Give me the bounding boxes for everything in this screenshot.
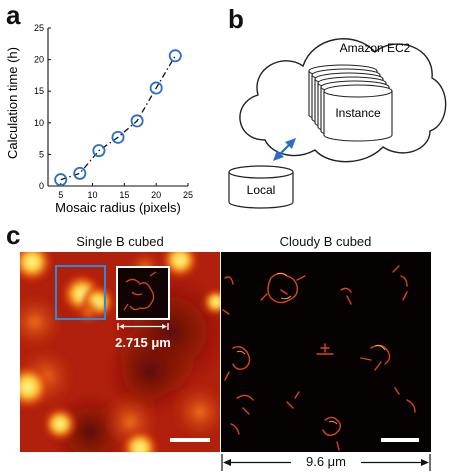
cloud-diagram: Amazon EC2 Instance Local — [228, 38, 447, 209]
x-tick-label: 5 — [58, 190, 63, 200]
inset-scale-arrow — [117, 323, 169, 330]
x-axis-label: Mosaic radius (pixels) — [55, 200, 181, 215]
local-label: Local — [247, 183, 276, 197]
right-scale-bar — [381, 438, 419, 442]
right-image-title: Cloudy B cubed — [279, 234, 372, 249]
instance-stack — [308, 64, 393, 142]
x-tick-label: 20 — [151, 190, 161, 200]
local-storage — [228, 165, 294, 209]
region-highlight-box — [55, 265, 106, 320]
data-point — [92, 144, 106, 158]
data-point — [111, 130, 125, 144]
calc-time-chart: 5 10 15 20 25 0 5 10 15 20 25 Mosaic radius (pixel… — [5, 23, 193, 215]
inset-structure — [123, 271, 157, 311]
instance-label: Instance — [335, 106, 381, 120]
data-point — [130, 114, 144, 128]
cloud-label: Amazon EC2 — [340, 41, 411, 55]
panel-letter-b: b — [228, 4, 244, 34]
sync-arrow — [273, 138, 296, 161]
chart-points — [54, 49, 182, 187]
data-point — [149, 81, 163, 95]
left-image-title: Single B cubed — [76, 234, 164, 249]
data-point — [54, 173, 68, 187]
x-tick-label: 25 — [183, 190, 193, 200]
inset-measure-label: 2.715 μm — [115, 335, 171, 350]
y-axis-label: Calculation time (h) — [5, 47, 20, 159]
single-b-cubed-image: 2.715 μm — [20, 252, 220, 452]
data-point — [168, 49, 182, 63]
chart-tick-labels: 5 10 15 20 25 0 5 10 15 20 25 — [34, 23, 193, 200]
chart-axes — [47, 27, 189, 187]
left-scale-bar — [170, 438, 210, 442]
y-tick-label: 25 — [34, 23, 44, 33]
trend-line — [60, 55, 176, 181]
y-tick-label: 0 — [39, 181, 44, 191]
y-tick-label: 20 — [34, 55, 44, 65]
x-tick-label: 10 — [88, 190, 98, 200]
y-tick-label: 5 — [39, 149, 44, 159]
x-tick-label: 15 — [119, 190, 129, 200]
bottom-scale-arrow — [221, 454, 431, 471]
y-tick-label: 10 — [34, 118, 44, 128]
panel-letter-a: a — [6, 0, 21, 30]
bottom-measure-label: 9.6 μm — [305, 454, 346, 469]
panel-letter-c: c — [6, 220, 21, 250]
data-point — [73, 166, 87, 180]
chart-trend-line — [60, 55, 176, 181]
inset-image — [116, 266, 170, 320]
cloudy-b-cubed-image — [221, 252, 431, 452]
y-tick-label: 15 — [34, 86, 44, 96]
